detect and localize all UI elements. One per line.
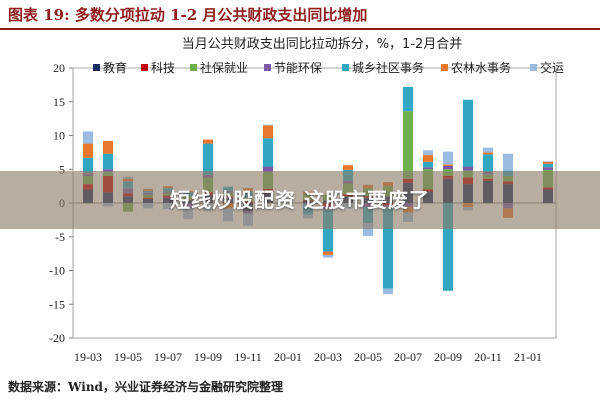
bar-agriculture-21-02 <box>543 161 553 164</box>
x-tick-label: 20-11 <box>474 350 502 364</box>
y-tick-label: -5 <box>55 230 65 244</box>
legend-label-transport: 交运 <box>540 60 564 75</box>
x-tick-label: 20-05 <box>354 350 382 364</box>
bar-urban-rural-20-09 <box>443 203 453 291</box>
bar-agriculture-19-04 <box>103 140 113 154</box>
x-tick-label: 19-07 <box>154 350 182 364</box>
bar-urban-rural-20-06 <box>383 207 393 289</box>
chart-title: 当月公共财政支出同比拉动拆分，%，1-2月合并 <box>182 37 463 52</box>
bar-energy-conservation-20-08 <box>423 167 433 170</box>
banner-text: 短线炒股配资 这股市要废了 <box>170 188 430 212</box>
x-tick-label: 20-01 <box>274 350 302 364</box>
legend-item-agriculture: 农林水事务 <box>441 60 511 75</box>
legend-swatch-agriculture <box>441 64 448 71</box>
legend-item-urban-rural: 城乡社区事务 <box>342 60 424 75</box>
source-note: 数据来源：Wind，兴业证券经济与金融研究院整理 <box>8 380 283 394</box>
legend: 教育 科技 社保就业 节能环保 城乡社区事务 农林水事务 交运 <box>93 60 564 75</box>
x-tick-label: 20-09 <box>434 350 462 364</box>
bar-agriculture-20-08 <box>423 155 433 162</box>
legend-label-technology: 科技 <box>151 61 175 75</box>
figure-title: 图表 19: 多数分项拉动 1-2 月公共财政支出同比增加 <box>8 6 368 24</box>
legend-swatch-social-security <box>190 64 197 71</box>
legend-swatch-technology <box>141 64 148 71</box>
legend-swatch-energy-conservation <box>264 64 271 71</box>
legend-swatch-education <box>93 64 100 71</box>
legend-label-agriculture: 农林水事务 <box>451 60 511 75</box>
bar-urban-rural-20-07 <box>403 86 413 112</box>
bar-agriculture-20-11 <box>483 152 493 155</box>
y-tick-label: -10 <box>49 264 65 278</box>
legend-item-transport: 交运 <box>530 60 564 75</box>
bar-urban-rural-20-10 <box>463 99 473 167</box>
x-tick-label: 20-03 <box>314 350 342 364</box>
legend-item-energy-conservation: 节能环保 <box>264 61 322 75</box>
bar-urban-rural-20-11 <box>483 154 493 172</box>
bar-agriculture-20-03 <box>323 251 333 255</box>
bar-transport-20-06 <box>383 288 393 295</box>
y-tick-label: -20 <box>49 331 65 345</box>
x-tick-label: 19-03 <box>74 350 102 364</box>
y-tick-label: 5 <box>59 162 65 176</box>
x-tick-label: 19-11 <box>234 350 262 364</box>
bar-energy-conservation-19-12 <box>263 166 273 172</box>
bar-energy-conservation-20-10 <box>463 166 473 171</box>
y-tick-label: 20 <box>53 61 65 75</box>
legend-item-technology: 科技 <box>141 61 175 75</box>
bar-agriculture-20-04 <box>343 165 353 170</box>
bar-energy-conservation-20-09 <box>443 165 453 170</box>
overlay-banner[interactable]: 短线炒股配资 这股市要废了 <box>0 171 600 229</box>
axes: 20151050-5-10-15-2019-0319-0519-0719-091… <box>49 61 557 364</box>
bar-transport-19-03 <box>83 131 93 144</box>
y-tick-label: -15 <box>49 297 65 311</box>
bar-urban-rural-19-03 <box>83 157 93 174</box>
bar-urban-rural-19-09 <box>203 143 213 175</box>
bar-transport-20-08 <box>423 150 433 156</box>
legend-label-education: 教育 <box>103 60 127 75</box>
legend-swatch-transport <box>530 64 537 71</box>
bar-energy-conservation-21-02 <box>543 167 553 170</box>
bar-urban-rural-20-03 <box>323 209 333 252</box>
bar-agriculture-19-12 <box>263 125 273 139</box>
bar-social-security-20-07 <box>403 111 413 179</box>
x-tick-label: 21-01 <box>514 350 542 364</box>
bar-energy-conservation-19-04 <box>103 169 113 172</box>
header-divider <box>0 28 600 30</box>
x-tick-label: 19-09 <box>194 350 222 364</box>
legend-swatch-urban-rural <box>342 64 349 71</box>
bar-transport-20-03 <box>323 254 333 258</box>
bar-urban-rural-19-12 <box>263 138 273 167</box>
legend-label-energy-conservation: 节能环保 <box>274 61 322 75</box>
bar-transport-20-05 <box>363 223 373 237</box>
bar-agriculture-19-03 <box>83 143 93 158</box>
legend-label-social-security: 社保就业 <box>200 60 248 75</box>
legend-item-social-security: 社保就业 <box>190 60 248 75</box>
x-tick-label: 19-05 <box>114 350 142 364</box>
bar-agriculture-19-09 <box>203 139 213 144</box>
bar-agriculture-20-09 <box>443 164 453 166</box>
y-tick-label: 10 <box>53 129 65 143</box>
bar-urban-rural-21-02 <box>543 163 553 168</box>
x-tick-label: 20-07 <box>394 350 422 364</box>
bar-transport-20-12 <box>503 153 513 171</box>
bar-transport-19-12 <box>263 124 273 126</box>
bar-transport-20-09 <box>443 151 453 165</box>
legend-item-education: 教育 <box>93 60 127 75</box>
y-tick-label: 15 <box>53 95 65 109</box>
bar-transport-21-02 <box>543 161 553 162</box>
legend-label-urban-rural: 城乡社区事务 <box>352 60 424 75</box>
bar-urban-rural-19-04 <box>103 153 113 170</box>
bar-transport-20-11 <box>483 147 493 153</box>
bar-urban-rural-20-08 <box>423 161 433 168</box>
